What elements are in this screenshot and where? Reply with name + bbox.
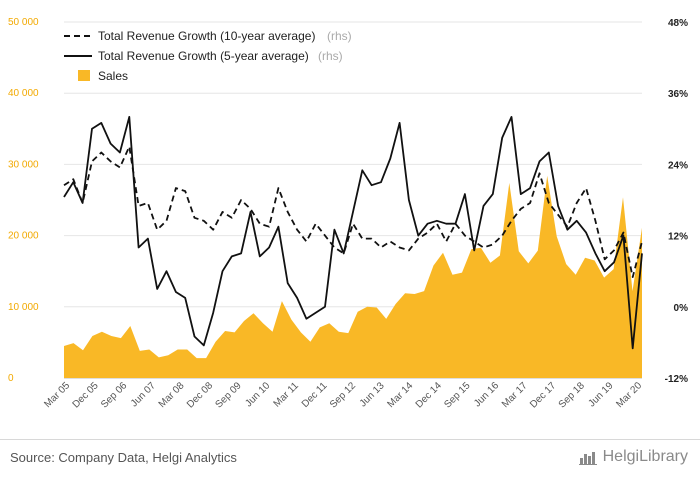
x-tick-label: Dec 17 bbox=[528, 380, 558, 410]
library-logo-icon bbox=[578, 452, 597, 465]
legend-sales-swatch bbox=[78, 70, 90, 81]
growth-5yr-line bbox=[63, 116, 643, 350]
right-tick-label: -12% bbox=[665, 374, 688, 385]
left-tick-label: 50 000 bbox=[8, 17, 39, 28]
legend: Total Revenue Growth (10-year average) (… bbox=[64, 29, 352, 83]
x-tick-label: Jun 13 bbox=[358, 380, 387, 409]
logo-text: HelgiLibrary bbox=[602, 448, 688, 465]
x-tick-label: Sep 18 bbox=[557, 380, 587, 410]
sales-area-layer bbox=[64, 175, 642, 378]
left-axis: 0 10 000 20 000 30 000 40 000 50 000 bbox=[8, 17, 39, 384]
legend-item-10yr: Total Revenue Growth (10-year average) (… bbox=[64, 29, 352, 43]
left-tick-label: 40 000 bbox=[8, 88, 39, 99]
right-tick-label: 0% bbox=[674, 303, 689, 314]
x-tick-label: Dec 05 bbox=[71, 380, 101, 410]
x-tick-label: Mar 20 bbox=[614, 380, 644, 410]
right-axis: -12% 0% 12% 24% 36% 48% bbox=[665, 18, 688, 385]
x-tick-label: Sep 09 bbox=[214, 380, 244, 410]
x-tick-label: Dec 14 bbox=[414, 380, 444, 410]
footer-divider bbox=[0, 439, 700, 440]
x-tick-label: Sep 15 bbox=[442, 380, 472, 410]
x-tick-label: Mar 11 bbox=[272, 380, 302, 410]
legend-label-5yr: Total Revenue Growth (5-year average) bbox=[98, 49, 309, 63]
growth-lines-layer bbox=[63, 116, 643, 350]
x-tick-label: Jun 10 bbox=[243, 380, 272, 409]
helgi-logo: HelgiLibrary bbox=[578, 448, 688, 466]
x-tick-label: Dec 08 bbox=[185, 380, 215, 410]
left-tick-label: 20 000 bbox=[8, 231, 39, 242]
x-tick-label: Mar 14 bbox=[386, 380, 416, 410]
x-tick-label: Mar 17 bbox=[500, 380, 530, 410]
legend-rhs-10yr: (rhs) bbox=[327, 29, 352, 43]
left-tick-label: 0 bbox=[8, 373, 14, 384]
sales-area bbox=[64, 175, 642, 378]
legend-label-10yr: Total Revenue Growth (10-year average) bbox=[98, 29, 315, 43]
legend-item-sales: Sales bbox=[78, 69, 128, 83]
x-tick-label: Jun 16 bbox=[472, 380, 501, 409]
x-tick-label: Dec 11 bbox=[300, 380, 330, 410]
x-tick-label: Mar 08 bbox=[157, 380, 187, 410]
x-tick-label: Jun 19 bbox=[587, 380, 616, 409]
growth-10yr-line bbox=[63, 145, 643, 278]
right-tick-label: 24% bbox=[668, 160, 688, 171]
legend-item-5yr: Total Revenue Growth (5-year average) (r… bbox=[64, 49, 343, 63]
left-tick-label: 30 000 bbox=[8, 159, 39, 170]
x-tick-label: Sep 12 bbox=[328, 380, 358, 410]
x-tick-label: Mar 05 bbox=[42, 380, 72, 410]
right-tick-label: 12% bbox=[668, 232, 688, 243]
legend-rhs-5yr: (rhs) bbox=[318, 49, 343, 63]
left-tick-label: 10 000 bbox=[8, 302, 39, 313]
source-note: Source: Company Data, Helgi Analytics bbox=[10, 450, 237, 465]
right-tick-label: 36% bbox=[668, 89, 688, 100]
x-tick-label: Jun 07 bbox=[129, 380, 158, 409]
right-tick-label: 48% bbox=[668, 18, 688, 29]
x-tick-label: Sep 06 bbox=[99, 380, 129, 410]
legend-label-sales: Sales bbox=[98, 69, 128, 83]
